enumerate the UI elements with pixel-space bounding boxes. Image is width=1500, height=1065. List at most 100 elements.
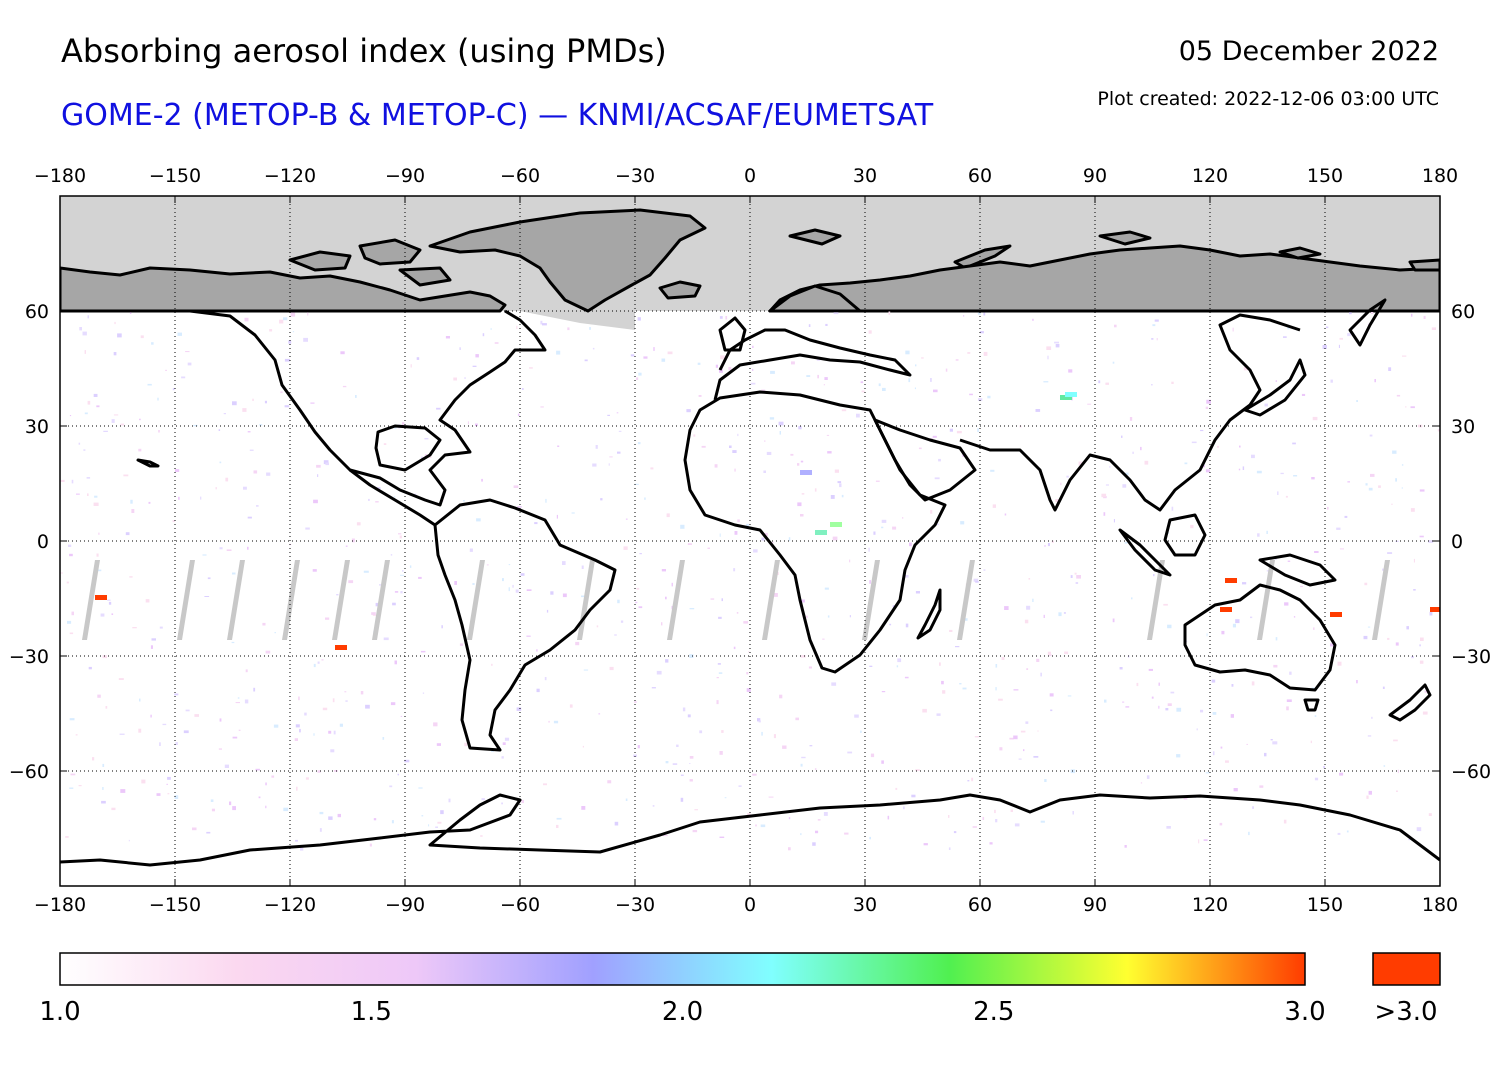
aerosol-speckle bbox=[904, 575, 909, 578]
madagascar bbox=[916, 588, 942, 640]
aerosol-speckle bbox=[1395, 642, 1399, 646]
aerosol-speckle bbox=[616, 412, 619, 414]
aerosol-speckle bbox=[283, 807, 289, 812]
aerosol-speckle bbox=[490, 328, 492, 330]
aerosol-speckle bbox=[1369, 434, 1373, 437]
aerosol-speckle bbox=[1198, 839, 1200, 844]
aerosol-speckle bbox=[1337, 832, 1341, 835]
aerosol-speckle bbox=[167, 776, 171, 780]
aerosol-speckle bbox=[637, 745, 640, 749]
aerosol-speckle bbox=[298, 696, 300, 701]
aerosol-speckle bbox=[697, 362, 701, 365]
aerosol-speckle bbox=[607, 414, 610, 416]
aerosol-speckle bbox=[1232, 327, 1234, 332]
lon-tick-label-bottom: −90 bbox=[385, 894, 425, 916]
aerosol-speckle bbox=[337, 813, 341, 818]
colorbar-tick-label: 2.0 bbox=[662, 997, 703, 1027]
aerosol-speckle bbox=[69, 787, 74, 789]
aerosol-speckle bbox=[571, 512, 575, 514]
aerosol-speckle bbox=[1370, 473, 1375, 477]
aerosol-speckle bbox=[454, 581, 457, 585]
aerosol-speckle bbox=[922, 708, 927, 713]
aerosol-speckle bbox=[911, 794, 916, 798]
aerosol-speckle bbox=[100, 613, 105, 617]
aerosol-speckle bbox=[636, 377, 639, 380]
aerosol-speckle bbox=[761, 731, 763, 736]
aerosol-speckle bbox=[1047, 543, 1050, 547]
aerosol-speckle bbox=[1071, 397, 1073, 401]
aerosol-speckle bbox=[725, 316, 728, 320]
aerosol-speckle bbox=[639, 553, 642, 555]
aerosol-speckle bbox=[86, 477, 91, 479]
aerosol-speckle bbox=[356, 522, 361, 526]
aerosol-speckle bbox=[389, 785, 393, 788]
aerosol-speckle bbox=[607, 780, 612, 784]
aerosol-speckle bbox=[800, 655, 806, 658]
aerosol-speckle bbox=[1205, 406, 1209, 409]
aerosol-speckle bbox=[536, 688, 540, 693]
aerosol-speckle bbox=[887, 815, 890, 820]
aerosol-speckle bbox=[1205, 469, 1210, 473]
orbit-gap bbox=[467, 560, 485, 640]
aerosol-speckle bbox=[1411, 313, 1413, 317]
aerosol-speckle bbox=[244, 699, 249, 704]
aerosol-speckle bbox=[733, 646, 736, 650]
aerosol-speckle bbox=[328, 816, 333, 820]
aerosol-speckle bbox=[93, 502, 99, 506]
aerosol-speckle bbox=[989, 842, 993, 845]
aerosol-speckle bbox=[105, 706, 108, 709]
aerosol-speckle bbox=[1203, 839, 1208, 841]
aerosol-speckle bbox=[147, 383, 152, 386]
aerosol-speckle bbox=[934, 477, 940, 480]
aerosol-speckle bbox=[103, 430, 108, 432]
aerosol-speckle bbox=[336, 594, 339, 596]
aerosol-speckle bbox=[238, 729, 241, 731]
aerosol-speckle bbox=[111, 807, 116, 811]
aerosol-speckle bbox=[332, 698, 335, 703]
aerosol-speckle bbox=[1337, 661, 1342, 666]
aerosol-speckle bbox=[761, 537, 765, 541]
aerosol-speckle bbox=[583, 669, 589, 671]
aerosol-speckle bbox=[1364, 582, 1368, 586]
aerosol-speckle bbox=[321, 659, 324, 661]
aerosol-speckle bbox=[185, 351, 190, 353]
aerosol-speckle bbox=[636, 587, 640, 590]
aerosol-speckle bbox=[714, 464, 718, 468]
aerosol-speckle bbox=[206, 831, 211, 834]
asia-south bbox=[959, 313, 1301, 512]
aerosol-speckle bbox=[204, 596, 210, 597]
aerosol-speckle bbox=[661, 569, 666, 572]
aerosol-speckle bbox=[824, 587, 829, 590]
aerosol-speckle bbox=[1300, 585, 1303, 588]
aerosol-speckle bbox=[831, 682, 837, 686]
aerosol-speckle bbox=[854, 714, 859, 718]
aerosol-speckle bbox=[1230, 714, 1234, 718]
aerosol-speckle bbox=[827, 615, 830, 618]
aerosol-speckle bbox=[323, 460, 329, 465]
aerosol-speckle bbox=[218, 748, 222, 750]
aerosol-speckle bbox=[930, 378, 932, 382]
aerosol-speckle bbox=[317, 770, 321, 773]
aerosol-speckle bbox=[1200, 429, 1204, 432]
map-subtitle: GOME-2 (METOP-B & METOP-C) — KNMI/ACSAF/… bbox=[61, 98, 934, 133]
aerosol-speckle bbox=[333, 730, 336, 735]
aerosol-speckle bbox=[283, 317, 288, 321]
colorbar-tick-label: 3.0 bbox=[1284, 997, 1325, 1027]
aerosol-speckle bbox=[795, 717, 799, 721]
aerosol-speckle bbox=[402, 570, 404, 572]
lon-tick-label-top: 0 bbox=[744, 165, 756, 187]
aerosol-speckle bbox=[400, 715, 403, 717]
aerosol-speckle bbox=[78, 442, 81, 445]
aerosol-speckle bbox=[304, 712, 307, 716]
aerosol-speckle bbox=[1121, 435, 1123, 438]
aerosol-speckle bbox=[128, 839, 130, 842]
aerosol-speckle bbox=[881, 760, 884, 764]
aerosol-speckle bbox=[1242, 466, 1245, 470]
aerosol-speckle bbox=[963, 315, 965, 317]
aerosol-speckle bbox=[1202, 464, 1205, 468]
aerosol-speckle bbox=[635, 601, 638, 604]
aerosol-speckle bbox=[416, 357, 420, 360]
orbit-gap bbox=[1147, 560, 1165, 640]
aerosol-speckle bbox=[994, 809, 996, 814]
aerosol-speckle bbox=[140, 335, 144, 339]
